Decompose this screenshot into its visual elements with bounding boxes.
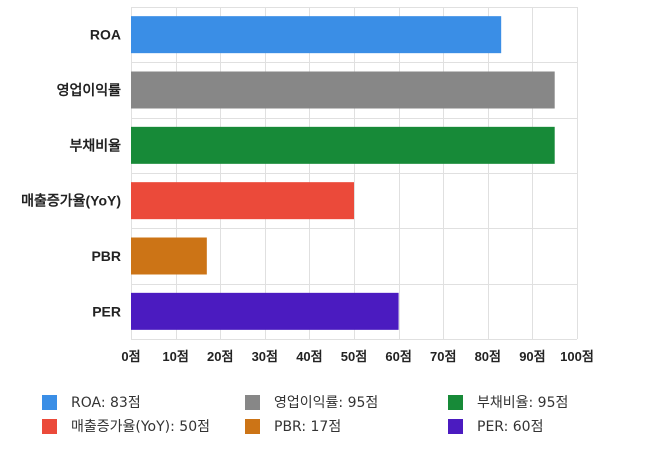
category-label: ROA bbox=[90, 27, 121, 43]
legend-label-pbr: PBR: 17점 bbox=[274, 419, 342, 435]
legend-label-debt-ratio: 부채비율: 95점 bbox=[477, 395, 569, 411]
legend-item-per[interactable]: PER: 60점 bbox=[448, 416, 543, 436]
x-tick-label: 0점 bbox=[121, 349, 140, 364]
x-tick-label: 30점 bbox=[252, 349, 278, 364]
legend-item-debt-ratio[interactable]: 부채비율: 95점 bbox=[448, 392, 568, 412]
x-tick-label: 10점 bbox=[162, 349, 188, 364]
legend-swatch-debt-ratio bbox=[448, 394, 463, 410]
x-tick-label: 90점 bbox=[519, 349, 545, 364]
legend-swatch-roa bbox=[42, 394, 57, 410]
legend-item-sales-growth[interactable]: 매출증가율(YoY): 50점 bbox=[42, 416, 210, 436]
bar-4 bbox=[131, 237, 207, 275]
x-tick-labels: 0점 10점 20점 30점 40점 50점 60점 70점 80점 90점 100점 bbox=[121, 349, 593, 364]
bar-3 bbox=[131, 182, 354, 220]
x-tick-label: 70점 bbox=[430, 349, 456, 364]
legend-swatch-operating-margin bbox=[245, 394, 260, 410]
bars bbox=[131, 16, 555, 330]
legend-swatch-per bbox=[448, 418, 463, 434]
grid-lines bbox=[131, 7, 578, 340]
legend: ROA: 83점 영업이익률: 95점 부채비율: 95점 매출증가율(YoY)… bbox=[0, 388, 650, 448]
legend-item-pbr[interactable]: PBR: 17점 bbox=[245, 416, 341, 436]
category-label: 매출증가율(YoY) bbox=[21, 193, 121, 209]
x-tick-label: 40점 bbox=[296, 349, 322, 364]
legend-label-per: PER: 60점 bbox=[477, 419, 544, 435]
x-tick-label: 80점 bbox=[475, 349, 501, 364]
category-label: 부채비율 bbox=[69, 137, 121, 153]
bar-0 bbox=[131, 16, 502, 54]
x-tick-label: 50점 bbox=[341, 349, 367, 364]
bar-5 bbox=[131, 292, 399, 330]
x-tick-label: 60점 bbox=[385, 349, 411, 364]
legend-swatch-sales-growth bbox=[42, 418, 57, 434]
legend-label-sales-growth: 매출증가율(YoY): 50점 bbox=[71, 419, 210, 435]
legend-swatch-pbr bbox=[245, 418, 260, 434]
x-tick-label: 20점 bbox=[207, 349, 233, 364]
legend-item-operating-margin[interactable]: 영업이익률: 95점 bbox=[245, 392, 378, 412]
category-label: PBR bbox=[91, 248, 121, 264]
x-tick-label: 100점 bbox=[560, 349, 594, 364]
legend-label-operating-margin: 영업이익률: 95점 bbox=[274, 395, 379, 411]
category-label: PER bbox=[92, 303, 121, 319]
bar-2 bbox=[131, 126, 555, 164]
bar-1 bbox=[131, 71, 555, 109]
legend-item-roa[interactable]: ROA: 83점 bbox=[42, 392, 141, 412]
legend-label-roa: ROA: 83점 bbox=[71, 395, 141, 411]
category-label: 영업이익률 bbox=[57, 82, 122, 98]
